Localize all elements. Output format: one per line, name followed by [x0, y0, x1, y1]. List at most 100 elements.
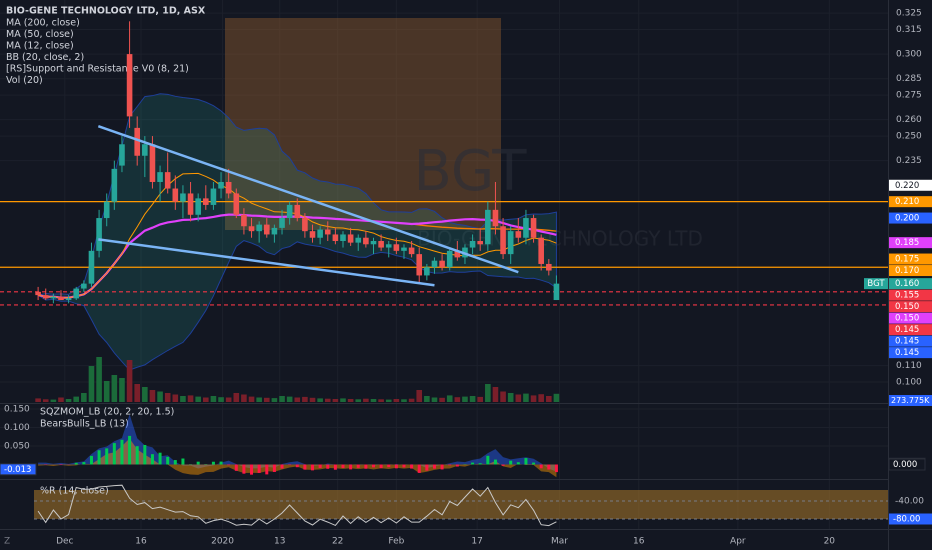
pane-badge: [889, 513, 932, 525]
candle-body: [271, 227, 278, 235]
volume-bar: [42, 399, 49, 402]
price-badge: [889, 347, 932, 359]
pane-title: BearsBulls_LB (13): [40, 419, 129, 430]
price-badge: [889, 212, 932, 224]
z-button[interactable]: Z: [4, 537, 10, 547]
volume-bar: [324, 398, 331, 402]
candle-body: [378, 241, 384, 248]
price-badge: [889, 265, 932, 277]
volume-bar: [225, 397, 232, 402]
candle-body: [279, 218, 285, 228]
volume-bar: [294, 397, 301, 402]
x-tick-label: 2020: [211, 537, 234, 547]
momentum-bar: [554, 464, 558, 473]
momentum-bar: [471, 462, 475, 465]
volume-bar: [149, 390, 156, 402]
x-tick-label: 22: [332, 537, 343, 547]
volume-bar: [210, 396, 217, 402]
candle-body: [416, 254, 423, 276]
volume-bar: [431, 397, 438, 402]
momentum-bar: [295, 464, 299, 468]
volume-bar: [302, 396, 308, 402]
momentum-bar: [280, 464, 284, 469]
volume-bar: [157, 391, 163, 402]
trendline: [97, 125, 519, 274]
momentum-bar: [196, 461, 200, 465]
volume-bar: [180, 396, 186, 402]
momentum-bar: [105, 448, 109, 465]
volume-bar: [111, 375, 118, 402]
volume-bar: [446, 395, 453, 402]
volume-bar: [500, 391, 506, 402]
candle-body: [42, 295, 49, 299]
y-tick-label: 0.100: [4, 423, 30, 433]
price-badge-label: 0.150: [895, 314, 919, 324]
momentum-bar: [516, 462, 520, 465]
momentum-bar: [493, 459, 497, 465]
momentum-bar: [288, 464, 292, 466]
watermark-symbol: BGT: [413, 139, 527, 204]
candle-body: [363, 237, 369, 245]
volume-bar: [286, 396, 293, 402]
momentum-bar: [128, 435, 132, 465]
volume-bar: [73, 396, 80, 402]
momentum-bar: [257, 464, 261, 473]
volume-bar: [538, 394, 544, 402]
candle-body: [485, 209, 491, 245]
y-tick-label: 0.100: [896, 377, 922, 387]
candle-body: [324, 229, 331, 235]
candle-body: [134, 127, 141, 156]
volume-bar: [355, 399, 362, 402]
candle-body: [180, 193, 186, 202]
momentum-bar: [440, 464, 444, 470]
price-badge-label: 0.145: [895, 348, 919, 358]
momentum-bar: [539, 464, 543, 469]
momentum-bar: [227, 464, 231, 466]
momentum-bar: [135, 446, 139, 465]
momentum-bar: [74, 462, 78, 465]
volume-bar: [126, 360, 133, 402]
price-badge: [889, 301, 932, 313]
momentum-bar: [143, 444, 147, 465]
volume-bar: [58, 397, 64, 402]
volume-bar: [134, 384, 141, 402]
momentum-bar: [410, 464, 414, 469]
volume-bar: [408, 398, 415, 402]
volume-bar: [96, 357, 102, 402]
candle-body: [370, 241, 377, 245]
price-badge-label: 0.145: [895, 325, 919, 335]
volume-bar: [142, 387, 148, 402]
volume-bar: [195, 396, 201, 402]
momentum-bar: [455, 464, 459, 467]
momentum-bar: [166, 456, 170, 465]
x-tick-label: 20: [824, 537, 836, 547]
momentum-bar: [394, 464, 398, 469]
candle-body: [309, 231, 316, 238]
candle-body: [256, 224, 262, 232]
price-badge-label: 0.210: [895, 197, 919, 207]
x-tick-label: Mar: [551, 537, 568, 547]
indicator-legend: BB (20, close, 2): [6, 52, 84, 63]
momentum-bar: [242, 464, 246, 474]
candle-body: [332, 234, 339, 242]
volume-bar: [347, 399, 354, 402]
momentum-bar: [356, 464, 360, 468]
volume-bar: [50, 399, 57, 402]
candle-body: [50, 296, 57, 299]
volume-bar: [401, 399, 407, 402]
momentum-bar: [501, 464, 505, 466]
volume-bar: [164, 393, 171, 402]
momentum-bar: [303, 464, 307, 470]
indicator-legend: [RS]Support and Resistance V0 (8, 21): [6, 63, 189, 74]
candle-body: [530, 218, 537, 238]
momentum-bar: [211, 461, 215, 465]
momentum-bar: [486, 455, 490, 465]
candle-body: [477, 241, 484, 245]
volume-bar: [203, 397, 209, 402]
y-tick-label: 0.150: [4, 404, 30, 414]
candle-body: [507, 231, 514, 255]
candle-body: [302, 218, 308, 232]
candle-body: [515, 231, 522, 238]
momentum-bar: [150, 454, 154, 465]
price-badge: [889, 335, 932, 347]
